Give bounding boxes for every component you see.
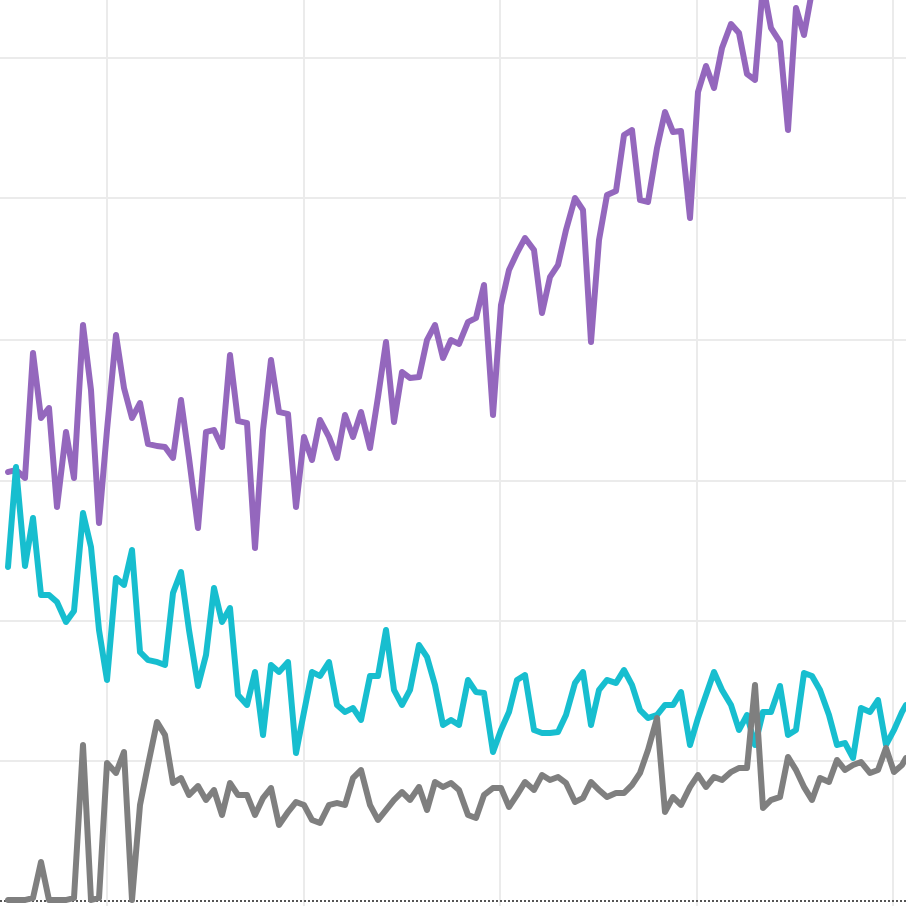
line-series bbox=[5, 0, 814, 551]
line-series bbox=[5, 464, 906, 761]
line-series bbox=[5, 682, 906, 903]
plot-area bbox=[5, 0, 906, 903]
